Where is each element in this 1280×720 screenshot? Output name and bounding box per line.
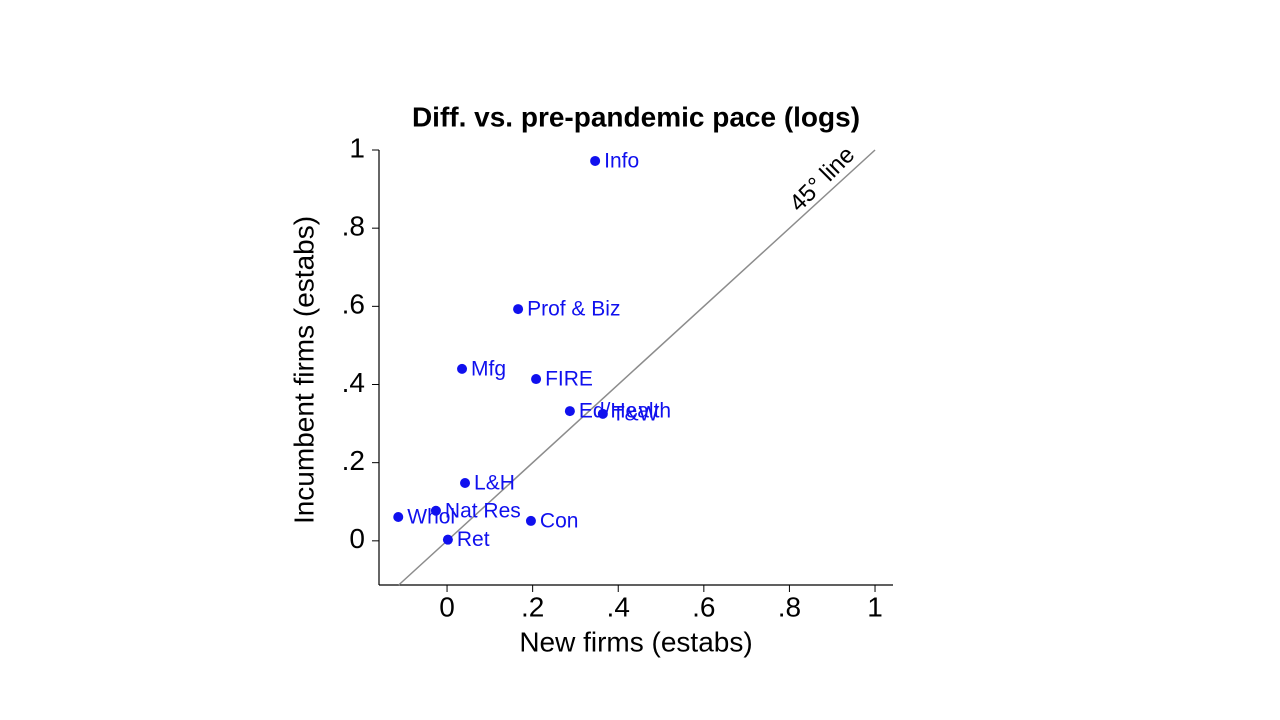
point-label: Whol [407, 506, 455, 529]
x-axis-label: New firms (estabs) [519, 626, 752, 657]
y-tick-label: .4 [342, 367, 365, 398]
point-label: Nat Res [445, 499, 521, 522]
x-tick-label: .6 [692, 591, 715, 622]
y-axis-label: Incumbent firms (estabs) [288, 216, 319, 524]
annotation: 45° line [784, 141, 860, 217]
y-tick-label: .6 [342, 289, 365, 320]
point [430, 505, 441, 516]
x-tick-label: 0 [439, 591, 455, 622]
point-label: FIRE [545, 368, 593, 391]
x-tick-label: .8 [778, 591, 801, 622]
point-label: Ret [457, 528, 490, 551]
point [457, 363, 468, 374]
point-label: T&W [612, 402, 659, 425]
point [531, 374, 542, 385]
point [564, 406, 575, 417]
chart-title: Diff. vs. pre-pandemic pace (logs) [412, 101, 860, 132]
x-tick-label: 1 [867, 591, 883, 622]
y-tick-label: .8 [342, 211, 365, 242]
y-tick-label: .2 [342, 445, 365, 476]
y-tick-label: 1 [349, 132, 365, 163]
point-label: L&H [474, 472, 515, 495]
reference-line [398, 149, 876, 586]
point-label: Info [604, 149, 639, 172]
point-label: Prof & Biz [527, 298, 620, 321]
x-tick-label: .4 [607, 591, 630, 622]
point [590, 155, 601, 166]
point [442, 534, 453, 545]
point [393, 511, 404, 522]
point-label: Con [540, 509, 579, 532]
point [460, 477, 471, 488]
point [525, 515, 536, 526]
y-tick-label: 0 [349, 523, 365, 554]
x-tick-label: .2 [521, 591, 544, 622]
point-label: Mfg [471, 357, 506, 380]
point [513, 304, 524, 315]
point [597, 408, 608, 419]
